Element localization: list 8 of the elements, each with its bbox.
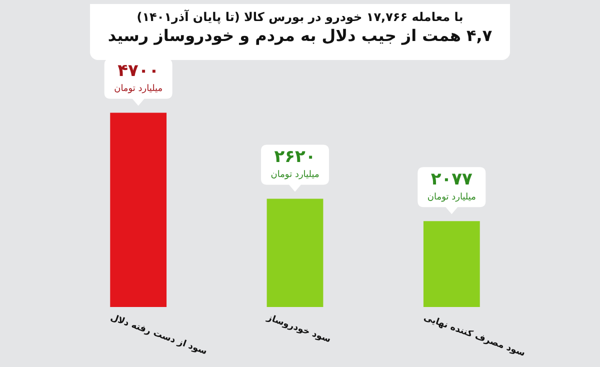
data-label: ۴۷۰۰ میلیارد تومان — [114, 61, 163, 94]
data-label: ۲۰۷۷ میلیارد تومان — [427, 170, 476, 202]
chart-title: ۴,۷ همت از جیب دلال به مردم و خودروساز رسید — [106, 26, 494, 45]
x-tick-label: سود خودروساز — [264, 312, 332, 346]
chart-subtitle: با معامله ۱۷,۷۶۶ خودرو در بورس کالا (تا پایان آذر۱۴۰۱) — [136, 10, 464, 24]
data-label: ۲۶۲۰ میلیارد تومان — [270, 147, 320, 180]
x-tick-label: سود مصرف کننده نهایی — [422, 312, 526, 359]
x-tick-label: سود از دست رفته دلال — [108, 312, 208, 358]
